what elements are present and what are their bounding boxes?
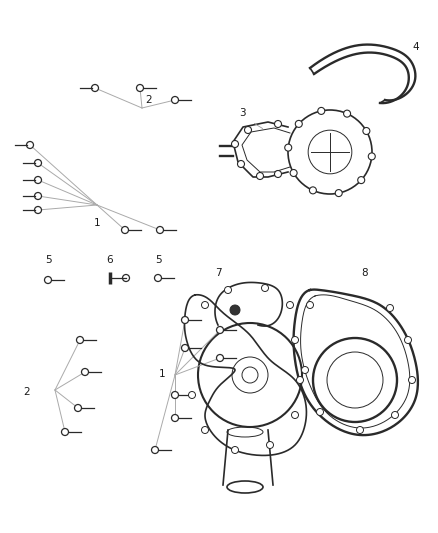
Circle shape	[358, 176, 365, 183]
Circle shape	[230, 305, 240, 315]
Circle shape	[35, 192, 42, 199]
Circle shape	[368, 153, 375, 160]
Circle shape	[35, 206, 42, 214]
Circle shape	[121, 227, 128, 233]
Circle shape	[405, 336, 411, 343]
Circle shape	[77, 336, 84, 343]
Circle shape	[295, 120, 302, 127]
Circle shape	[409, 376, 416, 384]
Circle shape	[172, 96, 179, 103]
Circle shape	[261, 285, 268, 292]
Circle shape	[35, 159, 42, 166]
Circle shape	[297, 376, 304, 384]
Text: 7: 7	[215, 268, 221, 278]
Circle shape	[61, 429, 68, 435]
Circle shape	[290, 169, 297, 176]
Text: 3: 3	[240, 108, 246, 118]
Text: 8: 8	[362, 268, 368, 278]
Circle shape	[152, 447, 159, 454]
Circle shape	[309, 187, 316, 194]
Circle shape	[216, 327, 223, 334]
Circle shape	[257, 173, 264, 180]
Circle shape	[363, 127, 370, 134]
Circle shape	[216, 354, 223, 361]
Circle shape	[335, 190, 342, 197]
Circle shape	[318, 108, 325, 115]
Circle shape	[225, 287, 232, 294]
Circle shape	[201, 426, 208, 433]
Circle shape	[292, 336, 299, 343]
Circle shape	[188, 392, 195, 399]
Circle shape	[172, 392, 179, 399]
Circle shape	[181, 317, 188, 324]
Circle shape	[275, 171, 282, 177]
Text: 4: 4	[412, 42, 419, 52]
Circle shape	[275, 120, 282, 127]
Circle shape	[357, 426, 364, 433]
Circle shape	[237, 160, 244, 167]
Circle shape	[232, 141, 239, 148]
Circle shape	[81, 368, 88, 376]
Circle shape	[156, 227, 163, 233]
Text: 2: 2	[145, 95, 152, 105]
Text: 2: 2	[23, 387, 30, 397]
Text: 6: 6	[107, 255, 113, 265]
Circle shape	[27, 141, 33, 149]
Circle shape	[307, 302, 314, 309]
Circle shape	[386, 304, 393, 311]
Circle shape	[317, 408, 324, 416]
Circle shape	[137, 85, 144, 92]
Circle shape	[92, 85, 99, 92]
Circle shape	[286, 302, 293, 309]
Circle shape	[301, 367, 308, 374]
Circle shape	[244, 126, 251, 133]
Text: 1: 1	[159, 369, 165, 379]
Circle shape	[392, 411, 399, 418]
Circle shape	[266, 441, 273, 448]
Circle shape	[292, 411, 299, 418]
Text: 5: 5	[155, 255, 161, 265]
Text: 5: 5	[45, 255, 51, 265]
Circle shape	[201, 302, 208, 309]
Circle shape	[232, 447, 239, 454]
Circle shape	[35, 176, 42, 183]
Circle shape	[285, 144, 292, 151]
Text: 1: 1	[94, 218, 100, 228]
Circle shape	[74, 405, 81, 411]
Circle shape	[181, 344, 188, 351]
Circle shape	[343, 110, 350, 117]
Circle shape	[172, 415, 179, 422]
